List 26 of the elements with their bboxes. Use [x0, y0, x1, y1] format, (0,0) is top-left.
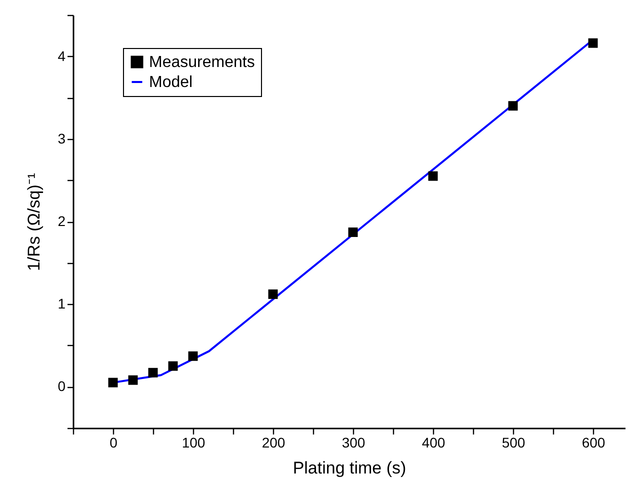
x-tick-label: 200	[262, 434, 286, 450]
x-tick-label: 0	[110, 434, 118, 450]
x-tick-label: 600	[582, 434, 606, 450]
point	[348, 227, 358, 237]
x-tick-label: 500	[502, 434, 526, 450]
legend-label: Measurements	[149, 54, 255, 71]
y-tick-label: 1	[58, 296, 66, 312]
point	[268, 289, 278, 299]
point	[148, 368, 158, 378]
y-tick-label: 2	[58, 213, 66, 229]
x-tick-label: 300	[342, 434, 366, 450]
point	[128, 375, 138, 385]
point	[188, 351, 198, 361]
y-tick-label: 0	[58, 378, 66, 394]
y-axis-title: 1/Rs (Ω/sq)⁻¹	[24, 172, 44, 272]
point	[168, 361, 178, 371]
legend-label: Model	[149, 74, 193, 91]
point	[588, 38, 598, 48]
point	[428, 171, 438, 181]
x-tick-label: 100	[182, 434, 206, 450]
point	[508, 101, 518, 111]
point	[108, 378, 118, 388]
y-tick-label: 3	[58, 130, 66, 146]
y-tick-label: 4	[58, 48, 66, 64]
x-axis-title: Plating time (s)	[292, 458, 406, 478]
x-tick-label: 400	[422, 434, 446, 450]
